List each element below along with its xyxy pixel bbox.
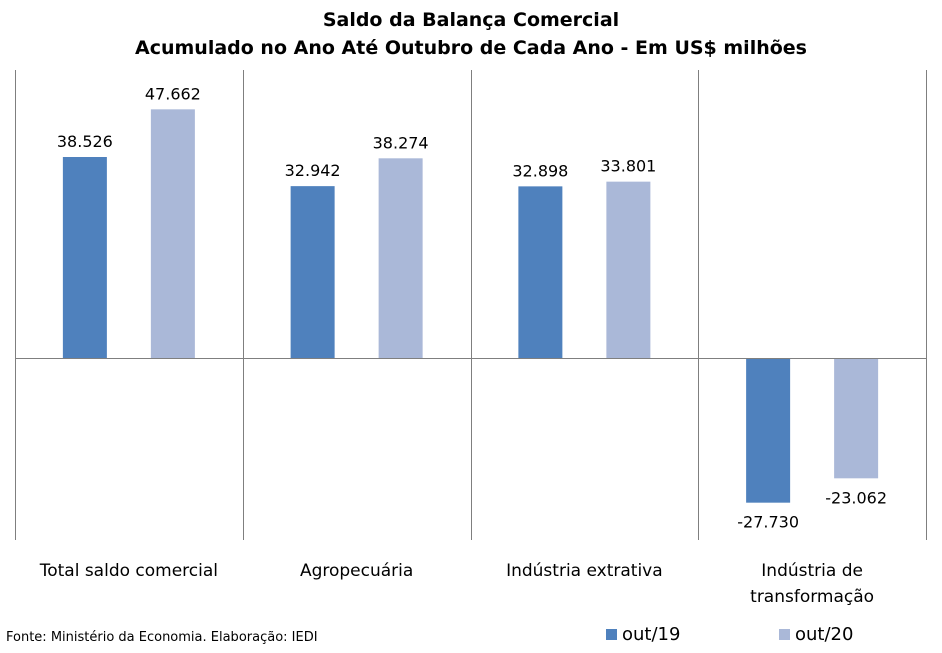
category-label: Indústria extrativa [506, 561, 663, 581]
bar [290, 186, 335, 358]
source-note: Fonte: Ministério da Economia. Elaboraçã… [6, 630, 318, 645]
data-label: 32.942 [285, 161, 341, 180]
data-label: 47.662 [145, 84, 201, 103]
data-label: -23.062 [825, 488, 887, 507]
bar [62, 157, 107, 358]
legend: out/19 out/20 [0, 624, 942, 648]
chart-subtitle: Acumulado no Ano Até Outubro de Cada Ano… [135, 37, 807, 59]
bar [518, 186, 563, 358]
category-label: transformação [750, 587, 874, 607]
bar [606, 181, 651, 358]
legend-item-series-1: out/19 [606, 624, 680, 645]
bar [150, 109, 195, 359]
bar [378, 158, 423, 358]
category-label: Agropecuária [300, 561, 413, 581]
bar-chart: 38.526 32.942 32.898 -27.730 47.662 38.274 33.… [15, 70, 927, 607]
chart-title: Saldo da Balança Comercial [322, 9, 620, 31]
bar [746, 358, 791, 503]
data-label: 32.898 [512, 161, 568, 180]
legend-item-series-2: out/20 [779, 624, 853, 645]
category-label: Total saldo comercial [39, 561, 218, 581]
data-label: 38.526 [57, 132, 113, 151]
legend-label-series-2: out/20 [795, 624, 854, 645]
chart-title-block: Saldo da Balança Comercial Acumulado no … [0, 6, 942, 62]
legend-swatch-series-1 [606, 629, 617, 640]
legend-swatch-series-2 [779, 629, 790, 640]
category-label: Indústria de [761, 561, 863, 581]
legend-label-series-1: out/19 [622, 624, 681, 645]
data-label: 38.274 [373, 133, 429, 152]
bar [834, 358, 879, 479]
data-label: -27.730 [737, 513, 799, 532]
data-label: 33.801 [600, 157, 656, 176]
